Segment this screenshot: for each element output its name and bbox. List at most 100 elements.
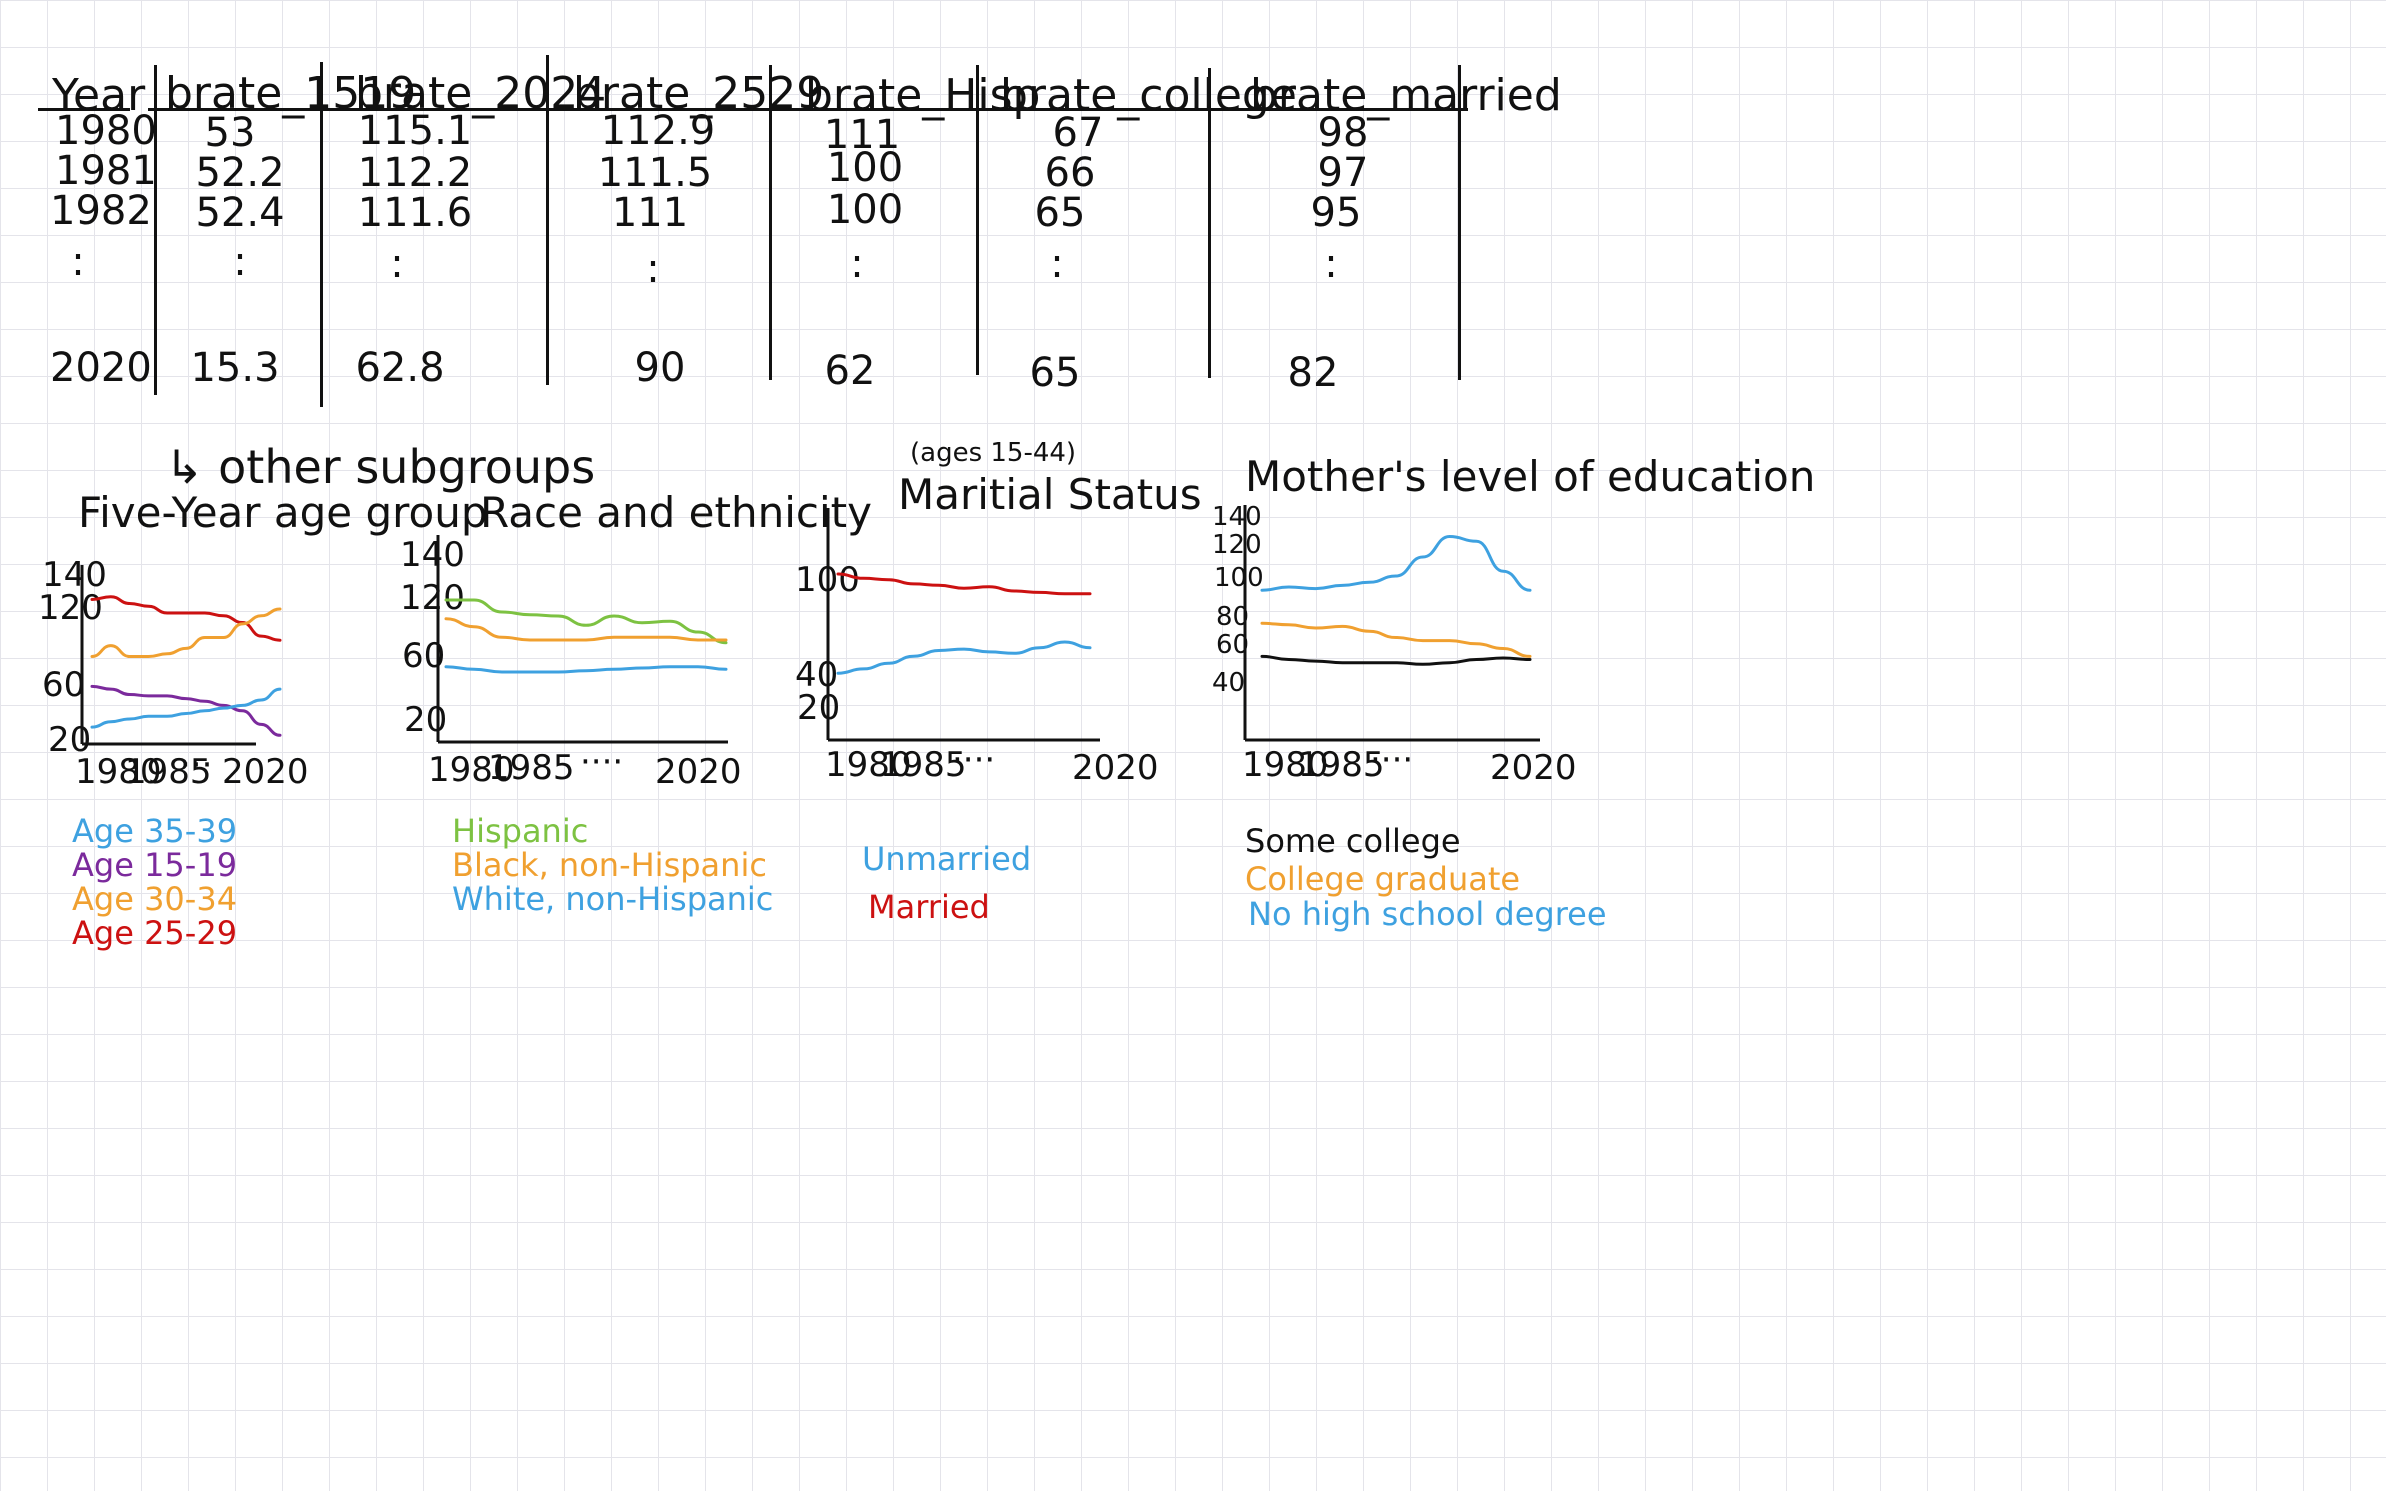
header-year: Year bbox=[52, 70, 146, 121]
y-tick-label: 120 bbox=[400, 578, 465, 618]
x-tick-label: ···· bbox=[952, 740, 996, 780]
cell: 112.2 bbox=[357, 150, 473, 196]
cell: 82 bbox=[1287, 350, 1339, 396]
cell: 111.5 bbox=[597, 150, 713, 196]
cell: 62 bbox=[824, 348, 876, 394]
column-divider bbox=[546, 55, 549, 385]
header-brate-college: brate_college bbox=[1000, 70, 1297, 121]
x-tick-label: 1980 bbox=[75, 752, 162, 792]
series-line-age-25-29 bbox=[90, 595, 282, 642]
cell: 15.3 bbox=[190, 345, 280, 391]
cell: 65 bbox=[1034, 190, 1086, 236]
y-tick-label: 140 bbox=[1212, 502, 1262, 532]
header-brate-2024: brate_2024 bbox=[355, 68, 607, 119]
y-tick-label: 100 bbox=[1214, 563, 1264, 593]
legend-item: Some college bbox=[1245, 822, 1461, 860]
chart-title: Five-Year age group bbox=[78, 488, 488, 537]
series-line-married bbox=[836, 572, 1092, 596]
x-tick-label: ··· bbox=[180, 745, 213, 785]
legend-item: No high school degree bbox=[1248, 895, 1607, 933]
cell: 115.1 bbox=[357, 108, 473, 154]
y-tick-label: 20 bbox=[48, 720, 92, 760]
x-tick-label: 2020 bbox=[1490, 748, 1577, 788]
ellipsis: : bbox=[850, 241, 864, 287]
x-tick-label: 1985 bbox=[880, 745, 967, 785]
header-brate-2529: brate_2529 bbox=[573, 68, 825, 119]
y-tick-label: 120 bbox=[1212, 530, 1262, 560]
legend-item: Age 35-39 bbox=[72, 812, 238, 850]
cell: 52.4 bbox=[195, 190, 285, 236]
ellipsis: : bbox=[1324, 241, 1338, 287]
legend-item: Hispanic bbox=[452, 812, 589, 850]
series-line-hispanic bbox=[444, 598, 728, 645]
chart-title: Mother's level of education bbox=[1245, 452, 1816, 501]
column-divider bbox=[320, 62, 323, 407]
cell: 67 bbox=[1052, 110, 1104, 156]
series-line-age-35-39 bbox=[90, 687, 282, 729]
series-line-unmarried bbox=[836, 640, 1092, 675]
column-divider bbox=[154, 65, 157, 395]
y-tick-label: 40 bbox=[1212, 668, 1246, 698]
x-tick-label: 1985 bbox=[488, 748, 575, 788]
cell: 90 bbox=[634, 345, 686, 391]
chart-title: Maritial Status bbox=[898, 470, 1202, 519]
cell-year: 1981 bbox=[55, 148, 157, 194]
cell: 100 bbox=[826, 187, 904, 233]
ellipsis: : bbox=[1050, 241, 1064, 287]
cell: 98 bbox=[1317, 110, 1369, 156]
cell: 66 bbox=[1044, 150, 1096, 196]
legend-item: Age 15-19 bbox=[72, 846, 238, 884]
x-tick-label: 2020 bbox=[655, 752, 742, 792]
y-tick-label: 140 bbox=[400, 535, 465, 575]
x-tick-label: 2020 bbox=[222, 752, 309, 792]
series-line-white-non-hispanic bbox=[444, 665, 728, 674]
legend-item: Age 30-34 bbox=[72, 880, 238, 918]
y-tick-label: 60 bbox=[42, 665, 86, 705]
legend-item: Black, non-Hispanic bbox=[452, 846, 767, 884]
x-tick-label: 1980 bbox=[825, 745, 912, 785]
header-brate-1519: brate_1519 bbox=[165, 68, 417, 119]
legend-item: College graduate bbox=[1245, 860, 1521, 898]
header-underline bbox=[148, 108, 1468, 111]
series-line-black-non-hispanic bbox=[444, 617, 728, 642]
header-brate-hisp: brate_Hisp bbox=[805, 70, 1041, 121]
column-divider bbox=[769, 65, 772, 380]
x-tick-label: 1985 bbox=[1298, 745, 1385, 785]
y-tick-label: 140 bbox=[42, 555, 107, 595]
ellipsis: : bbox=[233, 239, 247, 285]
legend-item: Married bbox=[868, 888, 990, 926]
header-brate-married: brate_married bbox=[1250, 70, 1562, 121]
cell: 53 bbox=[204, 110, 256, 156]
ellipsis: : bbox=[71, 239, 85, 285]
series-line-college-graduate bbox=[1260, 621, 1532, 658]
series-line-age-30-34 bbox=[90, 607, 282, 659]
column-divider bbox=[1458, 65, 1461, 380]
x-tick-label: 1980 bbox=[1242, 745, 1329, 785]
chart-note: (ages 15-44) bbox=[910, 438, 1077, 468]
y-tick-label: 40 bbox=[795, 655, 839, 695]
cell: 62.8 bbox=[355, 345, 445, 391]
column-divider bbox=[976, 65, 979, 375]
cell: 65 bbox=[1029, 350, 1081, 396]
legend-item: Unmarried bbox=[862, 840, 1032, 878]
y-tick-label: 20 bbox=[797, 688, 841, 728]
cell-year: 1982 bbox=[50, 188, 152, 234]
cell-year: 1980 bbox=[55, 108, 157, 154]
cell: 111.6 bbox=[357, 190, 473, 236]
legend-item: White, non-Hispanic bbox=[452, 880, 774, 918]
legend-item: Age 25-29 bbox=[72, 914, 238, 952]
column-divider bbox=[1208, 68, 1211, 378]
ellipsis: : bbox=[646, 246, 660, 292]
x-tick-label: 2020 bbox=[1072, 748, 1159, 788]
cell-year: 2020 bbox=[50, 345, 152, 391]
series-line-some-college bbox=[1260, 654, 1532, 666]
cell: 111 bbox=[823, 112, 901, 158]
y-tick-label: 20 bbox=[404, 700, 448, 740]
cell: 100 bbox=[826, 145, 904, 191]
section-title: ↳ other subgroups bbox=[165, 440, 596, 494]
cell: 112.9 bbox=[600, 108, 716, 154]
ellipsis: : bbox=[390, 241, 404, 287]
series-line-age-15-19 bbox=[90, 684, 282, 737]
header-underline-year bbox=[38, 108, 130, 111]
